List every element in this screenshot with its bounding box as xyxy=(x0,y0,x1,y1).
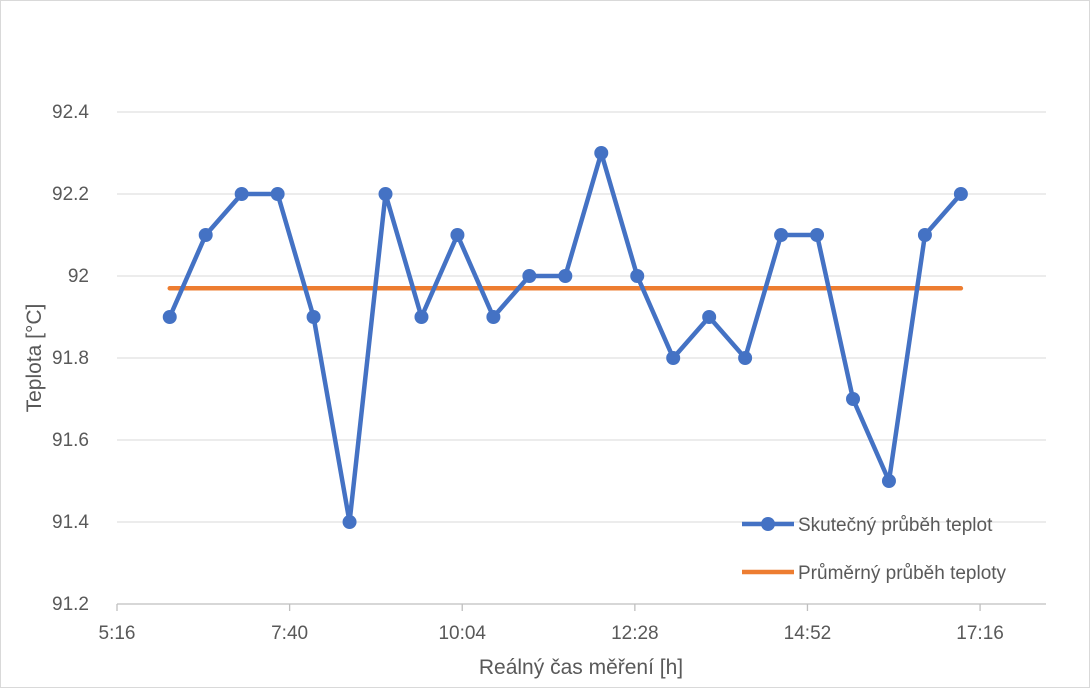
y-tick-label: 92 xyxy=(68,266,89,287)
data-point xyxy=(558,269,572,283)
y-tick-label: 91.2 xyxy=(52,594,89,615)
data-point xyxy=(702,310,716,324)
data-point xyxy=(343,515,357,529)
data-point xyxy=(163,310,177,324)
data-point xyxy=(379,187,393,201)
data-point xyxy=(486,310,500,324)
data-point xyxy=(522,269,536,283)
y-tick-label: 92.2 xyxy=(52,184,89,205)
data-point xyxy=(774,228,788,242)
data-point xyxy=(199,228,213,242)
data-point xyxy=(307,310,321,324)
data-point xyxy=(810,228,824,242)
x-tick-label: 17:16 xyxy=(956,623,1004,644)
data-point xyxy=(414,310,428,324)
y-tick-label: 91.4 xyxy=(52,512,89,533)
data-point xyxy=(271,187,285,201)
y-tick-label: 92.4 xyxy=(52,102,89,123)
x-tick-label: 5:16 xyxy=(99,623,136,644)
legend: Skutečný průběh teplot Průměrný průběh te… xyxy=(742,515,1007,584)
data-point xyxy=(666,351,680,365)
legend-label: Skutečný průběh teplot xyxy=(798,515,993,536)
data-point xyxy=(918,228,932,242)
series-line-skutecny xyxy=(170,153,961,522)
data-point xyxy=(630,269,644,283)
y-tick-label: 91.6 xyxy=(52,430,89,451)
y-axis-title: Teplota [°C] xyxy=(23,304,46,413)
data-point xyxy=(846,392,860,406)
data-point xyxy=(954,187,968,201)
x-tick-label: 7:40 xyxy=(271,623,308,644)
x-axis-title: Reálný čas měření [h] xyxy=(479,656,683,679)
x-tick-label: 12:28 xyxy=(611,623,659,644)
legend-marker xyxy=(761,517,775,531)
x-tick-label: 10:04 xyxy=(438,623,486,644)
data-point xyxy=(235,187,249,201)
data-point xyxy=(594,146,608,160)
data-point xyxy=(738,351,752,365)
series-layer xyxy=(163,146,968,529)
x-tick-label: 14:52 xyxy=(784,623,832,644)
data-point xyxy=(450,228,464,242)
data-point xyxy=(882,474,896,488)
y-tick-label: 91.8 xyxy=(52,348,89,369)
legend-label: Průměrný průběh teploty xyxy=(798,563,1007,584)
gridlines xyxy=(117,112,1046,522)
